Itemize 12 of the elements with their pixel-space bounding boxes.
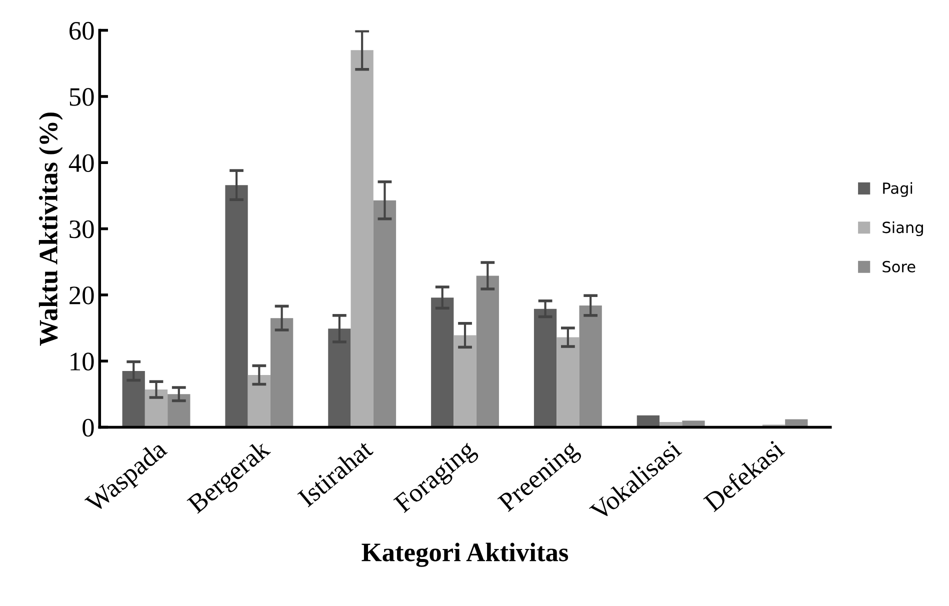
y-tick-label: 60 xyxy=(70,22,94,40)
y-tick-label: 40 xyxy=(68,154,94,172)
legend-label: Sore xyxy=(882,260,916,272)
x-axis-title: Kategori Aktivitas xyxy=(362,542,568,567)
legend-label: Siang xyxy=(882,221,923,236)
y-tick-label: 30 xyxy=(70,220,94,238)
y-tick-label: 20 xyxy=(70,286,94,304)
y-axis-title: Waktu Aktivitas (%) xyxy=(38,112,63,346)
y-tick-label: 50 xyxy=(70,88,94,106)
legend-label: Pagi xyxy=(883,182,912,197)
y-tick-label: 0 xyxy=(82,418,94,437)
y-tick-label: 10 xyxy=(70,352,94,370)
